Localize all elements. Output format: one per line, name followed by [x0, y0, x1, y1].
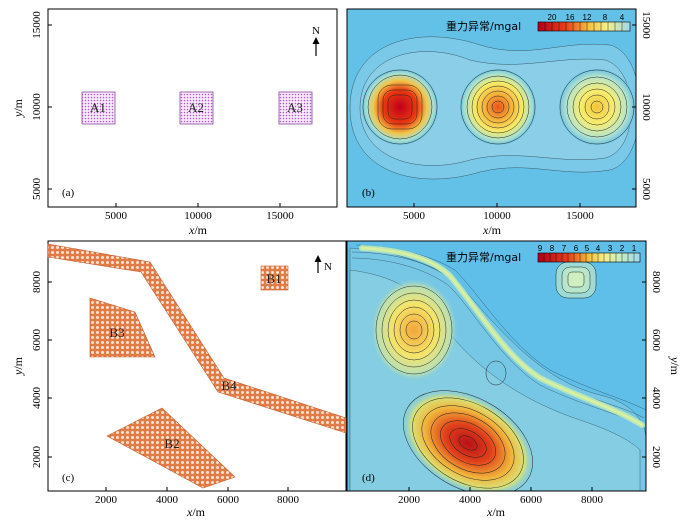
block-b4-label: B4: [221, 378, 237, 393]
panel-b-ticks: [413, 24, 636, 207]
panel-c-ytick-2: 6000: [31, 329, 43, 352]
panel-d-xtick-0: 2000: [398, 494, 421, 506]
panel-b-label: (b): [362, 187, 375, 199]
panel-c-xtick-1: 4000: [156, 494, 179, 506]
panel-a-xtick-1: 10000: [184, 210, 212, 222]
panel-a-ytick-1: 10000: [31, 93, 43, 121]
panel-d-xtick-1: 4000: [459, 494, 482, 506]
panel-c-ytick-3: 8000: [31, 271, 43, 294]
block-b3: [89, 297, 156, 358]
block-a2: [179, 91, 214, 125]
panel-b-ytick-2: 15000: [640, 11, 652, 39]
anomaly-b3: [370, 278, 458, 382]
block-b1: [260, 265, 289, 291]
block-b2: [106, 407, 236, 489]
panel-d-xlabel: x/m: [486, 505, 506, 519]
panel-d-ytick-3: 8000: [650, 271, 662, 294]
panel-d-cbar-tick-6: 3: [608, 244, 613, 253]
panel-b: 重力异常/mgal 20 16 12 8 4 (b) 5000 10000 15…: [346, 8, 652, 237]
panel-d-cbar-tick-4: 5: [585, 244, 590, 253]
north-arrow-icon: [314, 255, 322, 273]
panel-d: 重力异常/mgal 9 8 7 6 5 4 3 2 1 (d) 2000 400…: [346, 240, 682, 519]
panel-c-xtick-3: 8000: [277, 494, 300, 506]
panel-d-ytick-2: 6000: [650, 329, 662, 352]
north-arrow-icon: [312, 37, 320, 56]
panel-b-cbar-tick-2: 12: [583, 13, 592, 22]
anomaly-b2: [401, 389, 535, 491]
panel-c-xtick-2: 6000: [217, 494, 240, 506]
panel-a-ytick-0: 5000: [31, 178, 43, 201]
panel-d-frame: [346, 240, 647, 492]
block-b4-band: [47, 243, 347, 434]
north-label-a: N: [312, 25, 320, 37]
panel-b-cbar-tick-1: 16: [566, 13, 575, 22]
panel-b-xtick-0: 5000: [403, 210, 426, 222]
panel-d-cbar-tick-7: 2: [620, 244, 625, 253]
panel-d-cbar-tick-2: 7: [562, 244, 567, 253]
anomaly-a3: [559, 69, 635, 145]
panel-b-xlabel: x/m: [482, 223, 502, 237]
panel-a-label: (a): [62, 187, 75, 199]
panel-d-ylabel: y/m: [668, 356, 682, 376]
panel-a-xtick-2: 15000: [266, 210, 294, 222]
panel-d-cbar-tick-8: 1: [632, 244, 637, 253]
panel-b-xtick-2: 15000: [566, 210, 594, 222]
panel-d-cbar-tick-5: 4: [596, 244, 601, 253]
panel-a-xtick-0: 5000: [105, 210, 128, 222]
panel-d-label: (d): [362, 472, 375, 484]
panel-b-cbar-tick-3: 8: [603, 13, 608, 22]
panel-b-ytick-0: 5000: [640, 178, 652, 201]
panel-d-cbar-tick-3: 6: [574, 244, 579, 253]
north-label-c: N: [324, 261, 332, 273]
panel-d-ytick-1: 4000: [650, 387, 662, 410]
panel-d-cbar-tick-1: 8: [550, 244, 555, 253]
panel-d-xtick-3: 8000: [581, 494, 604, 506]
panel-b-colorbar-title: 重力异常/mgal: [446, 19, 521, 33]
block-a1: [81, 91, 116, 125]
panel-a-ylabel: y/m: [11, 98, 25, 118]
panel-c-xtick-0: 2000: [95, 494, 118, 506]
panel-b-xtick-1: 10000: [483, 210, 511, 222]
panel-b-colorbar: [537, 21, 631, 32]
panel-a-ytick-2: 15000: [31, 11, 43, 39]
panel-c-ticks: [48, 281, 289, 491]
panel-b-frame: [346, 8, 637, 208]
panel-a-xlabel: x/m: [188, 223, 208, 237]
panel-b-ytick-1: 10000: [640, 93, 652, 121]
panel-c-ytick-1: 4000: [31, 387, 43, 410]
panel-d-colorbar-title: 重力异常/mgal: [446, 250, 521, 264]
panel-c-ytick-0: 2000: [31, 446, 43, 469]
panel-d-ytick-0: 2000: [650, 446, 662, 469]
panel-b-cbar-tick-0: 20: [548, 13, 557, 22]
anomaly-b1: [485, 261, 597, 386]
anomaly-b4-ridge: [359, 245, 645, 428]
panel-d-ticks: [408, 281, 646, 491]
anomaly-a2: [460, 69, 536, 145]
block-a3: [278, 91, 313, 125]
panel-d-colorbar: [537, 252, 641, 263]
panel-d-xtick-2: 6000: [520, 494, 543, 506]
panel-c-xlabel: x/m: [186, 505, 206, 519]
anomaly-a1: [362, 69, 438, 145]
panel-c-ylabel: y/m: [11, 356, 25, 376]
block-a1-label: A1: [90, 100, 106, 115]
block-a3-label: A3: [287, 100, 303, 115]
panel-c-label: (c): [62, 472, 75, 484]
block-b3-label: B3: [109, 325, 124, 340]
panel-b-cbar-tick-4: 4: [620, 13, 625, 22]
block-b2-label: B2: [164, 436, 179, 451]
panel-d-cbar-tick-0: 9: [538, 244, 543, 253]
panel-c: B1 B2 B3 B4 N (c) 2000 4000 6000 8000 20…: [11, 240, 347, 519]
block-b1-label: B1: [266, 271, 281, 286]
block-a2-label: A2: [188, 100, 204, 115]
panel-a-ticks: [48, 24, 281, 207]
panel-a: A1 A2 A3 N (a) 5000 10000 15000 5000 100…: [11, 8, 338, 237]
